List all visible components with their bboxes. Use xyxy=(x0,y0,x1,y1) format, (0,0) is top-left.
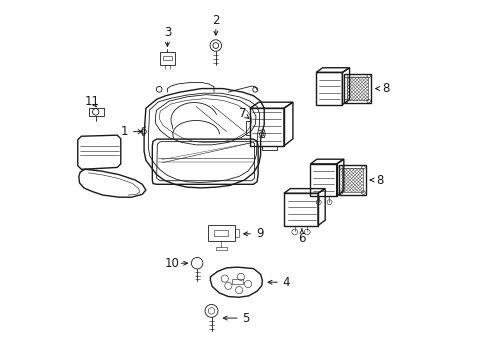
Text: 1: 1 xyxy=(121,125,128,138)
Text: 6: 6 xyxy=(298,231,305,244)
Text: 2: 2 xyxy=(212,14,219,27)
Text: 7: 7 xyxy=(239,107,246,120)
Text: 5: 5 xyxy=(242,311,249,325)
Text: 9: 9 xyxy=(255,227,263,240)
Text: 10: 10 xyxy=(164,257,179,270)
Text: 8: 8 xyxy=(382,82,389,95)
Text: 11: 11 xyxy=(84,95,100,108)
Text: 4: 4 xyxy=(282,276,289,289)
Text: 8: 8 xyxy=(376,174,383,186)
Text: 3: 3 xyxy=(163,27,171,40)
